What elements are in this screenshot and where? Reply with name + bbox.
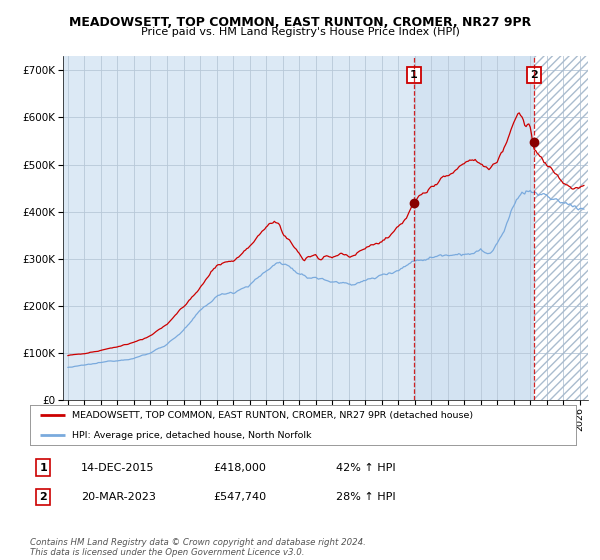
- Text: 20-MAR-2023: 20-MAR-2023: [81, 492, 156, 502]
- Text: HPI: Average price, detached house, North Norfolk: HPI: Average price, detached house, Nort…: [72, 431, 311, 440]
- Text: £547,740: £547,740: [213, 492, 266, 502]
- Text: MEADOWSETT, TOP COMMON, EAST RUNTON, CROMER, NR27 9PR (detached house): MEADOWSETT, TOP COMMON, EAST RUNTON, CRO…: [72, 411, 473, 420]
- Text: 28% ↑ HPI: 28% ↑ HPI: [336, 492, 395, 502]
- Bar: [414, 56, 534, 400]
- Text: 14-DEC-2015: 14-DEC-2015: [81, 463, 155, 473]
- Text: 1: 1: [410, 70, 418, 80]
- Text: 2: 2: [40, 492, 47, 502]
- Text: MEADOWSETT, TOP COMMON, EAST RUNTON, CROMER, NR27 9PR: MEADOWSETT, TOP COMMON, EAST RUNTON, CRO…: [69, 16, 531, 29]
- Bar: [534, 56, 600, 400]
- Text: Price paid vs. HM Land Registry's House Price Index (HPI): Price paid vs. HM Land Registry's House …: [140, 27, 460, 37]
- Text: Contains HM Land Registry data © Crown copyright and database right 2024.
This d: Contains HM Land Registry data © Crown c…: [30, 538, 366, 557]
- Bar: [534, 56, 600, 400]
- Text: £418,000: £418,000: [213, 463, 266, 473]
- Text: 42% ↑ HPI: 42% ↑ HPI: [336, 463, 395, 473]
- Text: 1: 1: [40, 463, 47, 473]
- Text: 2: 2: [530, 70, 538, 80]
